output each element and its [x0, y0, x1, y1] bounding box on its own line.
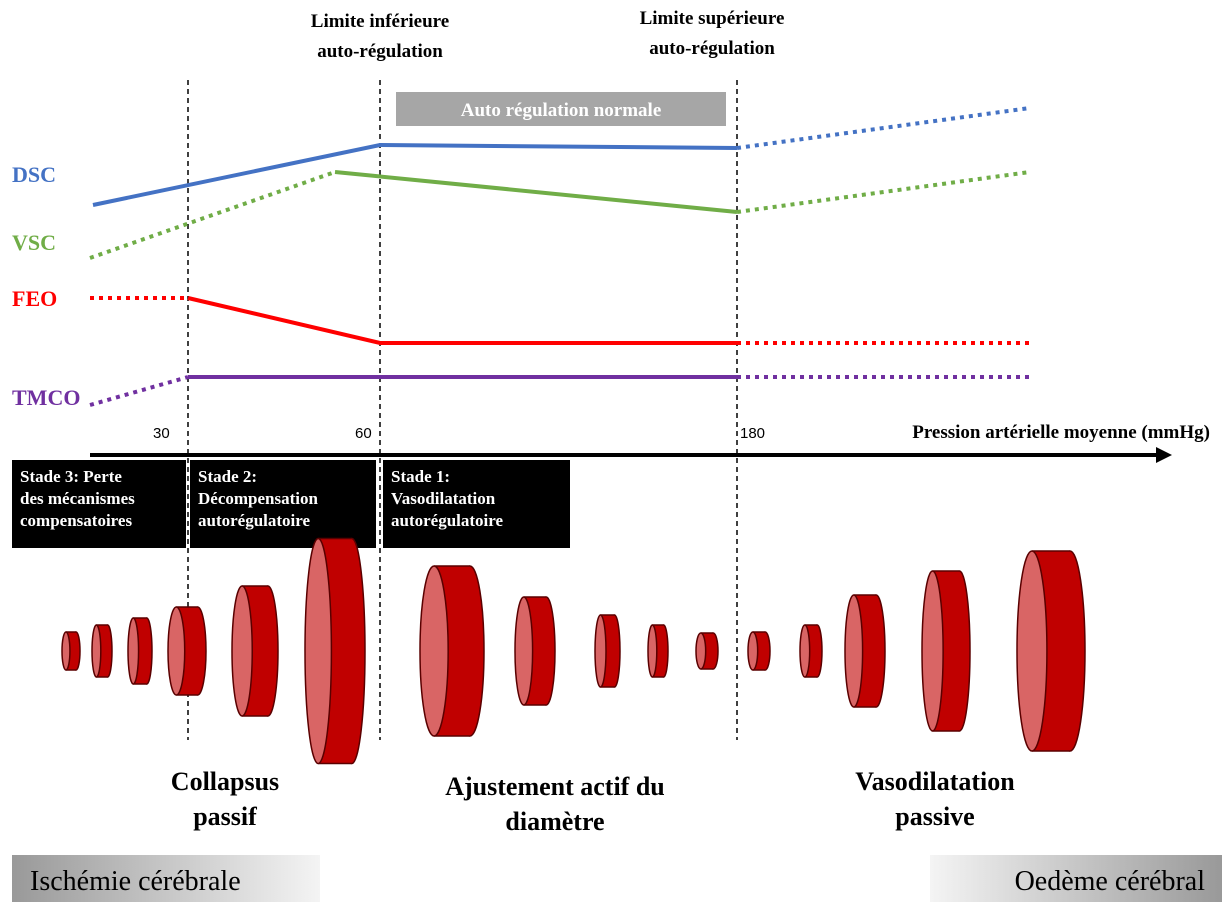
lower-limit: auto-régulation	[317, 41, 443, 62]
vessel-front	[922, 571, 943, 731]
footer-left: Ischémie cérébrale	[30, 866, 241, 897]
vessel-front	[648, 625, 657, 677]
phase-label: Ajustement actif du	[445, 772, 665, 801]
vessel-front	[800, 625, 810, 677]
vessel-front	[515, 597, 533, 705]
vessel-front	[1017, 551, 1047, 751]
stage-label: Stade 1:	[391, 467, 450, 486]
vessels	[62, 539, 1085, 764]
vessel-front	[305, 539, 331, 764]
upper-limit: auto-régulation	[649, 38, 775, 59]
diagram: Limite inférieure auto-régulation Limite…	[0, 0, 1222, 902]
stage-label: Stade 3: Perte	[20, 467, 122, 486]
axis-tick: 60	[355, 425, 372, 442]
curves	[90, 108, 1030, 405]
vessel-front	[92, 625, 101, 677]
vessel-front	[845, 595, 863, 707]
axis-arrow	[1156, 447, 1172, 463]
stage-label: compensatoires	[20, 511, 132, 530]
vessel-front	[232, 586, 252, 716]
axis-tick: 30	[153, 425, 170, 442]
curve-label: VSC	[12, 230, 56, 255]
axis-tick: 180	[740, 425, 765, 442]
stage-label: autorégulatoire	[198, 511, 311, 530]
phase-label: Collapsus	[171, 767, 279, 796]
upper-limit: Limite supérieure	[640, 8, 785, 29]
stage-label: des mécanismes	[20, 489, 135, 508]
stage-label: Décompensation	[198, 489, 318, 508]
normal-band-label: Auto régulation normale	[461, 100, 662, 121]
curve-label: TMCO	[12, 385, 80, 410]
axis-label: Pression artérielle moyenne (mmHg)	[912, 422, 1210, 443]
lower-limit: Limite inférieure	[311, 11, 449, 32]
vessel-front	[595, 615, 606, 687]
curve-label: DSC	[12, 162, 56, 187]
vessel-front	[420, 566, 448, 736]
stage-label: Stade 2:	[198, 467, 257, 486]
stage-label: autorégulatoire	[391, 511, 504, 530]
vessel-front	[696, 633, 706, 669]
vessel-front	[748, 632, 758, 670]
phase-label: passive	[895, 802, 974, 831]
phase-label: passif	[193, 802, 257, 831]
footer-right: Oedème cérébral	[1015, 866, 1206, 897]
phase-label: diamètre	[505, 807, 604, 836]
stage-label: Vasodilatation	[391, 489, 496, 508]
phase-label: Vasodilatation	[855, 767, 1015, 796]
vessel-front	[128, 618, 139, 684]
vessel-front	[62, 632, 70, 670]
vessel-front	[168, 607, 185, 695]
curve-label: FEO	[12, 286, 57, 311]
